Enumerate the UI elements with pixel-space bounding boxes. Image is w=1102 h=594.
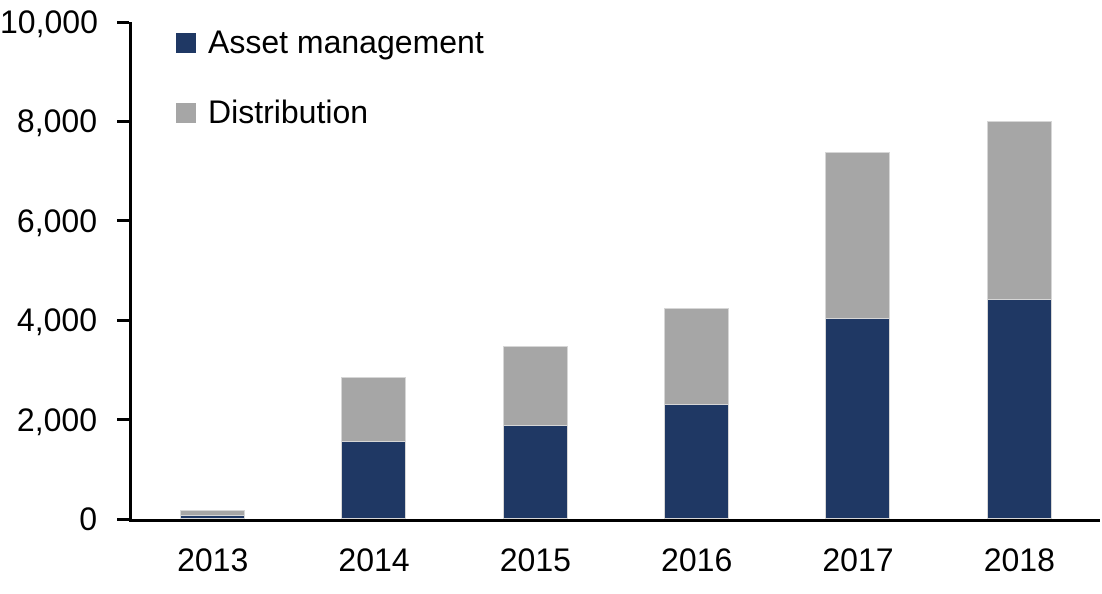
legend-label-distribution: Distribution — [208, 94, 369, 131]
x-label-2017: 2017 — [822, 542, 894, 578]
bar-segment-distribution-2013 — [180, 509, 246, 516]
bar-segment-asset-management-2018 — [986, 299, 1052, 519]
stacked-bar-2015 — [502, 22, 568, 519]
stacked-bar-2017 — [825, 22, 891, 519]
legend-swatch-asset-management-icon — [176, 33, 196, 53]
y-tick-mark — [117, 219, 129, 223]
y-tick-mark — [117, 517, 129, 521]
y-tick-mark — [117, 20, 129, 24]
bar-segment-asset-management-2013 — [180, 515, 246, 519]
bar-segment-asset-management-2017 — [825, 319, 891, 519]
stacked-bar-2018 — [986, 22, 1052, 519]
bar-group-2013 — [132, 22, 293, 519]
bar-group-2014 — [293, 22, 454, 519]
stacked-bar-2016 — [664, 22, 730, 519]
y-tick-label: 8,000 — [16, 103, 97, 140]
bar-segment-distribution-2018 — [986, 121, 1052, 300]
bar-group-2018 — [939, 22, 1100, 519]
bar-segment-distribution-2017 — [825, 152, 891, 320]
x-label-2016: 2016 — [661, 542, 733, 578]
bar-group-2016 — [616, 22, 777, 519]
bar-group-2017 — [777, 22, 938, 519]
y-tick-mark — [117, 418, 129, 422]
y-tick-label: 0 — [79, 501, 97, 537]
bar-segment-asset-management-2014 — [341, 441, 407, 519]
bar-segment-asset-management-2015 — [502, 426, 568, 519]
bar-segment-distribution-2016 — [664, 308, 730, 406]
x-label-2015: 2015 — [499, 542, 571, 578]
y-tick-label: 4,000 — [16, 302, 97, 339]
legend-label-asset-management: Asset management — [208, 24, 484, 61]
y-tick-label: 6,000 — [16, 202, 97, 239]
legend: Asset management Distribution — [176, 24, 484, 132]
x-label-2018: 2018 — [983, 542, 1055, 578]
y-tick-label: 2,000 — [16, 401, 97, 438]
legend-item-asset-management: Asset management — [176, 24, 484, 62]
x-label-2014: 2014 — [338, 542, 410, 578]
bars-container — [132, 22, 1100, 519]
plot-area: Asset management Distribution — [129, 22, 1100, 522]
y-tick-label: 10,000 — [0, 4, 98, 40]
bar-segment-distribution-2014 — [341, 376, 407, 442]
bar-group-2015 — [455, 22, 616, 519]
bar-segment-asset-management-2016 — [664, 405, 730, 519]
bar-segment-distribution-2015 — [502, 345, 568, 427]
x-label-2013: 2013 — [177, 542, 249, 578]
y-tick-mark — [117, 119, 129, 123]
x-axis-labels: 2013 2014 2015 2016 2017 2018 — [132, 542, 1100, 578]
stacked-bar-2014 — [341, 22, 407, 519]
legend-swatch-distribution-icon — [176, 103, 196, 123]
y-tick-mark — [117, 318, 129, 322]
legend-item-distribution: Distribution — [176, 94, 484, 132]
stacked-bar-2013 — [180, 22, 246, 519]
